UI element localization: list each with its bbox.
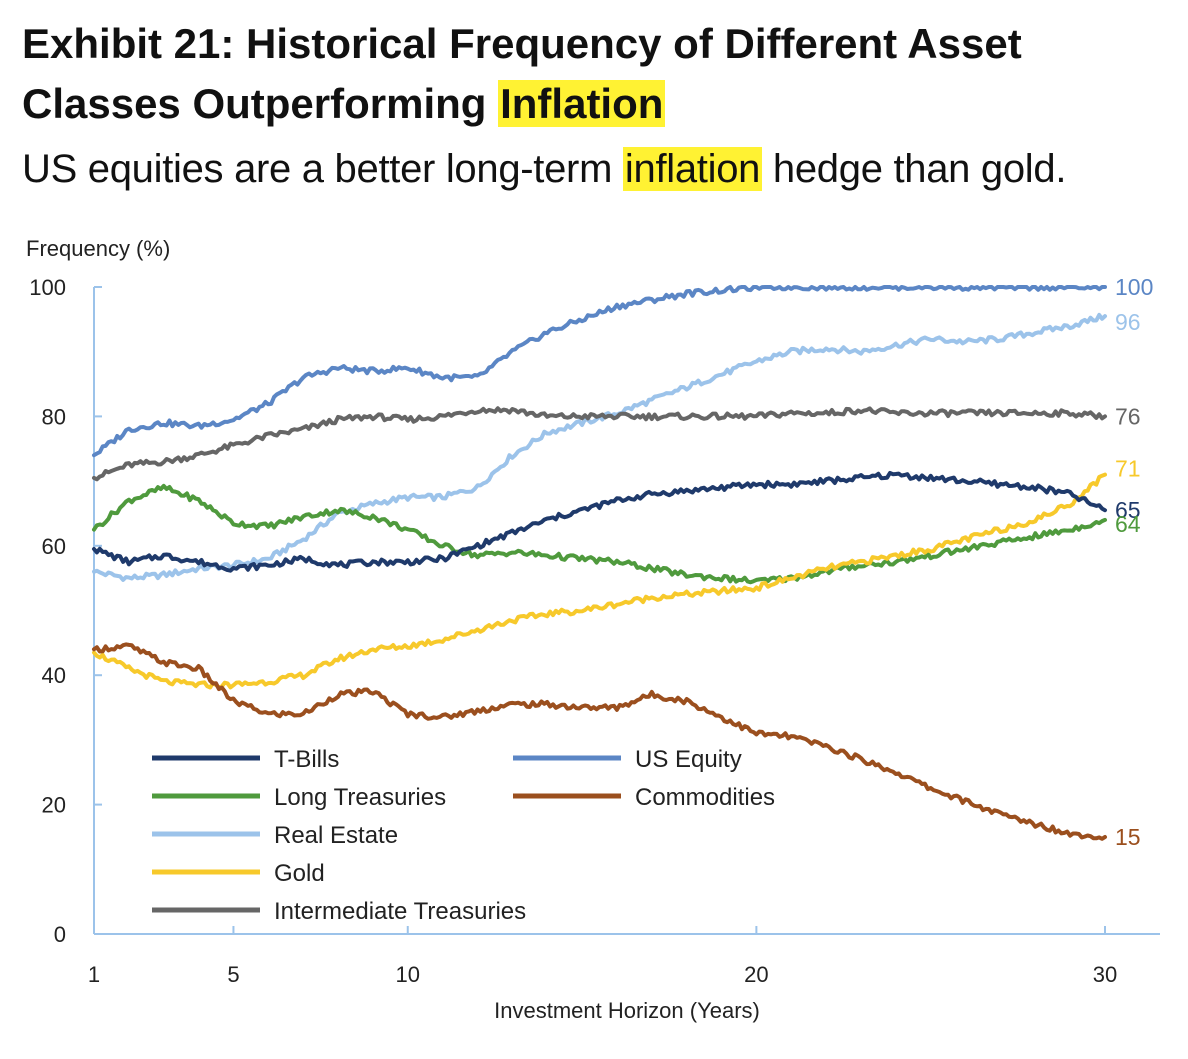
subtitle-highlight: inflation	[622, 147, 763, 191]
legend-label: US Equity	[635, 746, 742, 773]
x-tick-label: 20	[744, 962, 768, 987]
title-text: Exhibit 21: Historical Frequency of Diff…	[22, 20, 1022, 127]
subtitle-text-end: hedge than gold.	[762, 147, 1067, 191]
series-line-t-bills	[92, 470, 1107, 573]
legend-label: Intermediate Treasuries	[274, 898, 526, 925]
end-value-label: 96	[1115, 309, 1141, 335]
legend-label: Long Treasuries	[274, 784, 446, 811]
y-tick-label: 80	[42, 404, 66, 429]
y-tick-label: 0	[54, 922, 66, 947]
end-value-label: 64	[1115, 511, 1141, 537]
y-tick-label: 20	[42, 793, 66, 818]
x-tick-label: 5	[227, 962, 239, 987]
x-tick-label: 1	[88, 962, 100, 987]
series-line-intermediate-treasuries	[92, 406, 1107, 482]
y-tick-label: 100	[29, 275, 66, 300]
x-axis-label: Investment Horizon (Years)	[494, 998, 760, 1023]
legend-label: Real Estate	[274, 822, 398, 849]
x-tick-label: 30	[1093, 962, 1117, 987]
end-value-label: 15	[1115, 824, 1141, 850]
legend-label: Gold	[274, 860, 325, 887]
series-line-us-equity	[92, 285, 1107, 458]
series-line-gold	[92, 472, 1107, 690]
y-tick-label: 40	[42, 663, 66, 688]
x-tick-label: 10	[396, 962, 420, 987]
end-value-label: 71	[1115, 456, 1141, 482]
title-highlight: Inflation	[498, 80, 666, 127]
end-value-label: 100	[1115, 274, 1153, 300]
end-value-label: 65	[1115, 497, 1141, 523]
y-axis-label: Frequency (%)	[26, 236, 170, 261]
end-value-label: 76	[1115, 403, 1141, 429]
subtitle-text-start: US equities are a better long-term	[22, 147, 623, 191]
legend-label: Commodities	[635, 784, 775, 811]
y-tick-label: 60	[42, 534, 66, 559]
series-line-long-treasuries	[92, 483, 1107, 585]
page-title: Exhibit 21: Historical Frequency of Diff…	[22, 14, 1162, 134]
series-line-commodities	[92, 642, 1107, 841]
page-subtitle: US equities are a better long-term infla…	[22, 140, 1172, 198]
legend-label: T-Bills	[274, 746, 339, 773]
